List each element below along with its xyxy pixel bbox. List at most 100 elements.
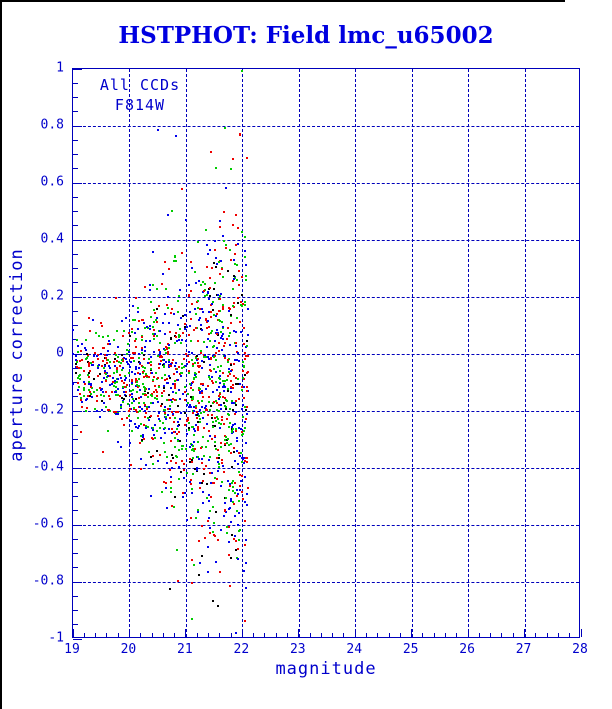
gridline-vertical (468, 69, 470, 637)
data-point (100, 409, 103, 412)
data-point (209, 316, 212, 319)
data-point (151, 380, 154, 383)
data-point (146, 391, 149, 394)
data-point (95, 410, 98, 413)
data-point (238, 473, 241, 476)
data-point (149, 364, 152, 367)
data-point (197, 386, 200, 389)
data-point (104, 357, 106, 360)
data-point (163, 366, 166, 369)
data-point (193, 427, 196, 430)
data-point (166, 350, 169, 353)
data-point (157, 376, 160, 379)
gridline-vertical (298, 69, 300, 637)
data-point (107, 430, 110, 433)
data-point (134, 340, 137, 343)
data-point (171, 398, 174, 401)
y-major-tick (73, 353, 82, 355)
data-point (143, 326, 146, 329)
data-point (118, 365, 121, 368)
data-point (138, 366, 141, 369)
data-point (87, 388, 90, 391)
data-point (132, 399, 135, 402)
data-point (97, 375, 100, 378)
data-point (109, 409, 112, 412)
data-point (89, 392, 92, 395)
data-point (163, 332, 166, 335)
y-tick-label: -0.6 (32, 516, 64, 532)
data-point (219, 407, 222, 410)
data-point (227, 553, 230, 556)
gridline-horizontal (73, 525, 579, 526)
data-point (224, 444, 227, 447)
data-point (199, 409, 201, 412)
data-point (231, 465, 234, 468)
data-point (215, 560, 218, 563)
data-point (202, 454, 205, 457)
data-point (208, 287, 211, 290)
data-point (136, 384, 138, 387)
data-point (219, 365, 222, 368)
data-point (190, 425, 193, 428)
data-point (245, 406, 248, 409)
page-title: HSTPHOT: Field lmc_u65002 (118, 22, 494, 49)
data-point (100, 353, 103, 356)
x-minor-tick (343, 633, 345, 637)
data-point (206, 326, 209, 329)
data-point (139, 458, 142, 461)
data-point (165, 345, 168, 348)
data-point (238, 538, 241, 541)
data-point (177, 448, 180, 451)
data-point (100, 388, 103, 391)
data-point (215, 380, 217, 383)
data-point (164, 288, 167, 291)
data-point (83, 346, 86, 349)
data-point (144, 410, 146, 413)
data-point (140, 336, 143, 339)
data-point (205, 408, 208, 411)
data-point (99, 389, 102, 392)
data-point (136, 380, 139, 383)
data-point (94, 352, 97, 355)
data-point (196, 416, 199, 419)
data-point (173, 417, 176, 420)
data-point (142, 401, 145, 404)
data-point (105, 379, 108, 382)
data-point (167, 408, 170, 411)
data-point (186, 354, 189, 357)
data-point (200, 367, 203, 370)
data-point (122, 334, 125, 337)
data-point (200, 360, 203, 363)
data-point (163, 312, 166, 315)
data-point (103, 395, 106, 398)
x-minor-tick (557, 633, 559, 637)
data-point (139, 395, 142, 398)
data-point (134, 381, 137, 384)
data-point (100, 321, 103, 324)
data-point (76, 351, 79, 354)
data-point (201, 308, 203, 311)
data-point (229, 386, 232, 389)
data-point (212, 599, 215, 602)
data-point (159, 341, 161, 344)
data-point (160, 404, 163, 407)
data-point (205, 265, 208, 268)
data-point (234, 344, 237, 347)
window-border-top (0, 0, 565, 2)
gridline-vertical (129, 69, 131, 637)
data-point (223, 342, 226, 344)
data-point (106, 359, 109, 361)
data-point (77, 385, 80, 388)
data-point (198, 458, 201, 461)
data-point (170, 480, 173, 483)
data-point (204, 404, 207, 407)
data-point (243, 366, 246, 369)
data-point (231, 305, 234, 307)
data-point (191, 473, 194, 476)
data-point (199, 323, 202, 326)
data-point (134, 332, 137, 335)
data-point (236, 279, 238, 282)
data-point (127, 331, 130, 334)
data-point (208, 517, 211, 520)
data-point (231, 402, 234, 405)
